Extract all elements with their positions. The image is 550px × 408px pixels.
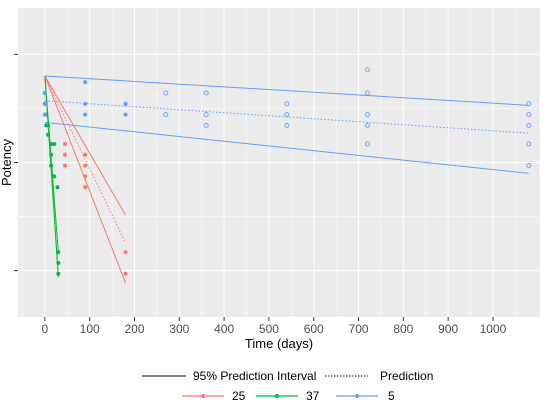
point-series-5 — [163, 112, 169, 118]
x-axis-title: Time (days) — [245, 336, 313, 351]
y-axis-title: Potency — [0, 139, 14, 186]
point-series-37 — [46, 132, 51, 137]
point-series-5 — [526, 101, 532, 107]
data-points — [42, 67, 532, 276]
point-series-5 — [42, 112, 47, 117]
point-series-25 — [63, 163, 68, 168]
point-series-37 — [49, 141, 54, 146]
point-series-5 — [365, 112, 370, 118]
point-series-5 — [526, 122, 532, 128]
point-series-25 — [83, 163, 88, 168]
legend-label-solid: 95% Prediction Interval — [193, 369, 316, 383]
line-type-legend: 95% Prediction Interval Prediction — [142, 369, 433, 383]
point-series-37 — [49, 152, 54, 157]
point-series-5 — [284, 101, 290, 107]
point-series-5 — [123, 101, 128, 106]
x-tick-label: 100 — [80, 322, 100, 336]
point-series-5 — [203, 90, 209, 96]
interval-line-series-37 — [44, 75, 59, 277]
point-series-25 — [123, 271, 128, 276]
point-series-25 — [83, 174, 88, 179]
point-series-37 — [56, 260, 61, 265]
point-series-37 — [46, 123, 51, 128]
x-tick-label: 0 — [42, 322, 49, 336]
prediction-line-series-25 — [44, 75, 126, 244]
legend-label-dotted: Prediction — [380, 369, 433, 383]
point-series-5 — [42, 101, 47, 106]
point-series-25 — [83, 185, 88, 190]
point-series-5 — [284, 112, 290, 118]
point-series-5 — [284, 122, 290, 128]
interval-line-series-5 — [44, 121, 529, 174]
point-series-25 — [83, 152, 88, 157]
legend-key-point-series-5 — [355, 394, 359, 398]
point-series-5 — [163, 90, 169, 96]
y-axis — [14, 53, 18, 272]
point-series-37 — [55, 185, 60, 190]
point-series-5 — [83, 112, 88, 117]
point-series-5 — [365, 141, 370, 147]
x-tick-label: 1000 — [480, 322, 507, 336]
x-tick-label: 300 — [169, 322, 189, 336]
interval-line-series-25 — [44, 75, 126, 216]
point-series-37 — [52, 174, 57, 179]
point-series-5 — [526, 163, 532, 169]
point-series-5 — [365, 122, 370, 128]
point-series-5 — [203, 122, 209, 128]
legend-key-point-series-25 — [201, 394, 205, 398]
point-series-5 — [526, 141, 532, 147]
point-series-5 — [123, 112, 128, 117]
grid-major — [18, 8, 540, 317]
point-series-25 — [63, 141, 68, 146]
point-series-37 — [56, 271, 61, 276]
interval-line-series-25 — [44, 75, 127, 284]
legend-label-series-37: 37 — [306, 389, 320, 403]
legend-label-series-5: 5 — [388, 389, 395, 403]
point-series-25 — [123, 250, 128, 255]
point-series-25 — [63, 152, 68, 157]
x-tick-label: 500 — [259, 322, 279, 336]
series-legend: 25 37 5 — [182, 389, 395, 403]
point-series-37 — [49, 163, 54, 168]
legend-key-point-series-37 — [275, 394, 279, 398]
point-series-5 — [83, 80, 88, 85]
x-tick-label: 200 — [124, 322, 144, 336]
interval-line-series-5 — [44, 75, 529, 106]
prediction-line-series-37 — [44, 75, 59, 274]
x-axis: 0 100 200 300 400 500 600 700 800 900 1000 — [42, 317, 507, 336]
point-series-5 — [83, 101, 88, 106]
point-series-5 — [365, 67, 370, 73]
point-series-37 — [52, 141, 57, 146]
point-series-37 — [56, 250, 61, 255]
point-series-5 — [203, 112, 209, 118]
point-series-5 — [526, 112, 532, 118]
x-tick-label: 800 — [393, 322, 413, 336]
x-tick-label: 600 — [304, 322, 324, 336]
point-series-5 — [42, 90, 47, 95]
x-tick-label: 400 — [214, 322, 234, 336]
x-tick-label: 700 — [349, 322, 369, 336]
legend-label-series-25: 25 — [232, 389, 246, 403]
point-series-5 — [365, 90, 370, 96]
x-tick-label: 900 — [438, 322, 458, 336]
